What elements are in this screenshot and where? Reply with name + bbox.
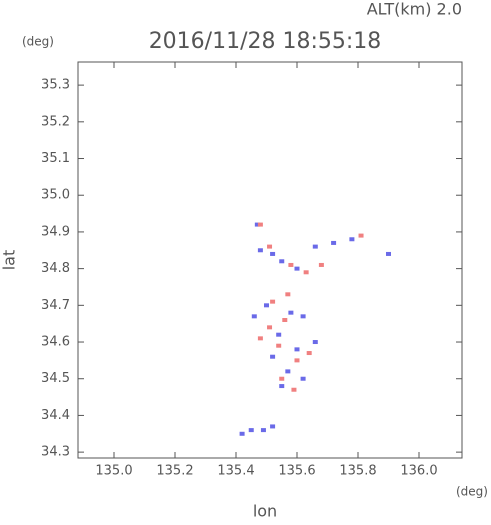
echo-point bbox=[349, 237, 355, 242]
echo-point bbox=[291, 387, 297, 392]
echo-point bbox=[300, 376, 306, 381]
echo-point bbox=[312, 244, 318, 249]
y-tick-label: 35.1 bbox=[41, 151, 70, 166]
echo-point bbox=[257, 222, 263, 227]
echo-point bbox=[282, 318, 288, 323]
x-axis-label: lon bbox=[253, 502, 277, 521]
echo-point bbox=[385, 251, 391, 256]
y-tick-label: 34.5 bbox=[41, 371, 70, 386]
echo-point bbox=[270, 299, 276, 304]
echo-point bbox=[251, 314, 257, 319]
chart-title: 2016/11/28 18:55:18 bbox=[149, 29, 382, 54]
echo-point bbox=[254, 222, 260, 227]
echo-point bbox=[267, 244, 273, 249]
x-tick-label: 135.8 bbox=[339, 464, 376, 479]
y-tick-label: 35.0 bbox=[41, 188, 70, 203]
y-unit: (deg) bbox=[22, 35, 54, 49]
x-unit: (deg) bbox=[456, 485, 488, 499]
plot-frame bbox=[77, 61, 463, 459]
echo-point bbox=[306, 351, 312, 356]
echo-point bbox=[285, 369, 291, 374]
echo-point bbox=[267, 325, 273, 330]
echo-point bbox=[318, 262, 324, 267]
echo-point bbox=[276, 343, 282, 348]
echo-point bbox=[260, 428, 266, 433]
echo-point bbox=[263, 303, 269, 308]
echo-point bbox=[270, 354, 276, 359]
y-tick-label: 34.6 bbox=[41, 335, 70, 350]
echo-point bbox=[248, 428, 254, 433]
y-tick-label: 35.2 bbox=[41, 114, 70, 129]
echo-point bbox=[294, 347, 300, 352]
y-axis-label: lat bbox=[0, 250, 19, 271]
echo-point bbox=[358, 233, 364, 238]
echo-point bbox=[276, 332, 282, 337]
echo-point bbox=[285, 292, 291, 297]
echo-point bbox=[279, 384, 285, 389]
x-tick-label: 135.0 bbox=[95, 464, 132, 479]
echo-point bbox=[239, 431, 245, 436]
echo-point bbox=[270, 424, 276, 429]
echo-point bbox=[279, 259, 285, 264]
echo-point bbox=[303, 270, 309, 275]
y-tick-label: 34.7 bbox=[41, 298, 70, 313]
x-tick-label: 135.6 bbox=[278, 464, 315, 479]
echo-point bbox=[331, 240, 337, 245]
x-tick-label: 136.0 bbox=[400, 464, 437, 479]
echo-point bbox=[270, 251, 276, 256]
y-tick-label: 34.8 bbox=[41, 261, 70, 276]
echo-point bbox=[312, 340, 318, 345]
altitude-label: ALT(km) 2.0 bbox=[367, 0, 462, 19]
echo-point bbox=[300, 314, 306, 319]
echo-point bbox=[257, 336, 263, 341]
y-tick-label: 34.4 bbox=[41, 408, 70, 423]
echo-point bbox=[294, 266, 300, 271]
echo-point bbox=[257, 248, 263, 253]
y-tick-label: 35.3 bbox=[41, 78, 70, 93]
x-tick-label: 135.4 bbox=[217, 464, 254, 479]
y-tick-label: 34.9 bbox=[41, 224, 70, 239]
y-tick-label: 34.3 bbox=[41, 445, 70, 460]
echo-point bbox=[288, 262, 294, 267]
echo-point bbox=[279, 376, 285, 381]
echo-point bbox=[294, 358, 300, 363]
echo-point bbox=[288, 310, 294, 315]
x-tick-label: 135.2 bbox=[156, 464, 193, 479]
